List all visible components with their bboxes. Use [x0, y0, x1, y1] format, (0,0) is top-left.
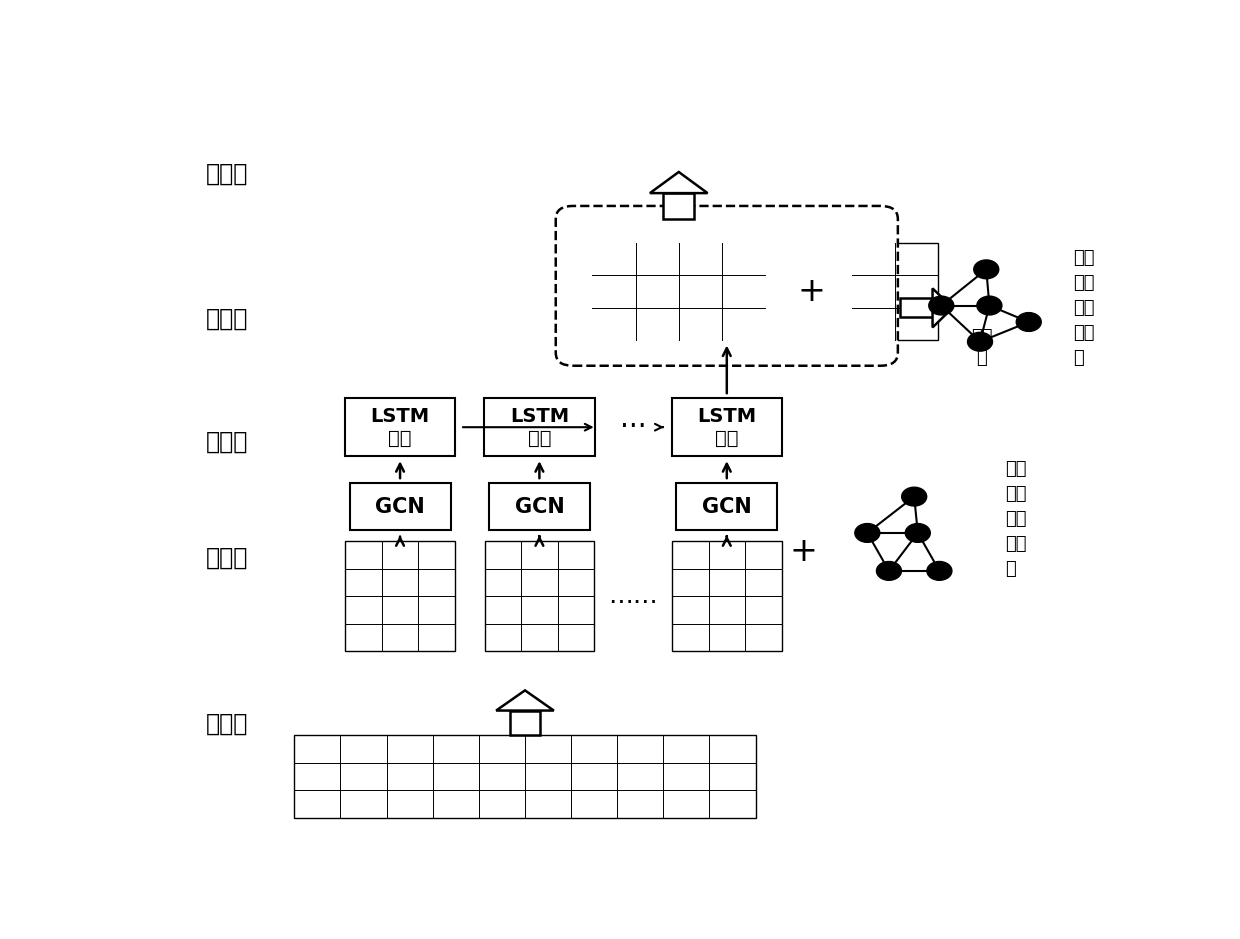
- Circle shape: [973, 260, 998, 279]
- Bar: [345, 398, 455, 456]
- Circle shape: [1017, 313, 1042, 331]
- Text: 道路
网络
拓扑
结构
图: 道路 网络 拓扑 结构 图: [1006, 460, 1027, 578]
- Bar: [489, 484, 590, 531]
- Text: LSTM
单元: LSTM 单元: [510, 407, 569, 448]
- Text: LSTM
单元: LSTM 单元: [697, 407, 756, 448]
- Bar: [345, 542, 455, 652]
- Circle shape: [901, 487, 926, 506]
- Text: ……: ……: [609, 584, 658, 608]
- Text: +: +: [790, 535, 817, 568]
- Text: 道路
网络
语义
关联
图: 道路 网络 语义 关联 图: [1073, 249, 1094, 367]
- Bar: [485, 542, 594, 652]
- Circle shape: [977, 296, 1002, 315]
- Text: GCN: GCN: [702, 497, 751, 516]
- Bar: [663, 193, 694, 219]
- Text: LSTM
单元: LSTM 单元: [371, 407, 429, 448]
- Circle shape: [877, 562, 901, 580]
- Bar: [294, 735, 755, 818]
- Text: 卷积层: 卷积层: [206, 546, 248, 569]
- Text: 图嵌
入: 图嵌 入: [971, 329, 992, 367]
- Polygon shape: [932, 288, 952, 328]
- Text: 输出层: 输出层: [206, 162, 248, 186]
- Bar: [484, 398, 595, 456]
- Circle shape: [967, 332, 992, 351]
- Circle shape: [905, 524, 930, 543]
- Text: 输入层: 输入层: [206, 712, 248, 735]
- Text: GCN: GCN: [376, 497, 425, 516]
- Polygon shape: [496, 690, 554, 711]
- Text: +: +: [797, 275, 826, 308]
- Bar: [350, 484, 450, 531]
- Bar: [593, 243, 765, 341]
- FancyBboxPatch shape: [556, 206, 898, 365]
- Bar: [900, 299, 932, 317]
- Text: GCN: GCN: [515, 497, 564, 516]
- Bar: [510, 711, 541, 735]
- Bar: [852, 243, 939, 341]
- Polygon shape: [650, 172, 708, 193]
- Circle shape: [854, 524, 880, 543]
- Circle shape: [928, 562, 952, 580]
- Bar: [676, 484, 777, 531]
- Bar: [672, 398, 782, 456]
- Bar: [672, 542, 781, 652]
- Text: 循环层: 循环层: [206, 430, 248, 454]
- Text: ···: ···: [620, 413, 646, 441]
- Text: 融合层: 融合层: [206, 307, 248, 331]
- Circle shape: [929, 296, 954, 315]
